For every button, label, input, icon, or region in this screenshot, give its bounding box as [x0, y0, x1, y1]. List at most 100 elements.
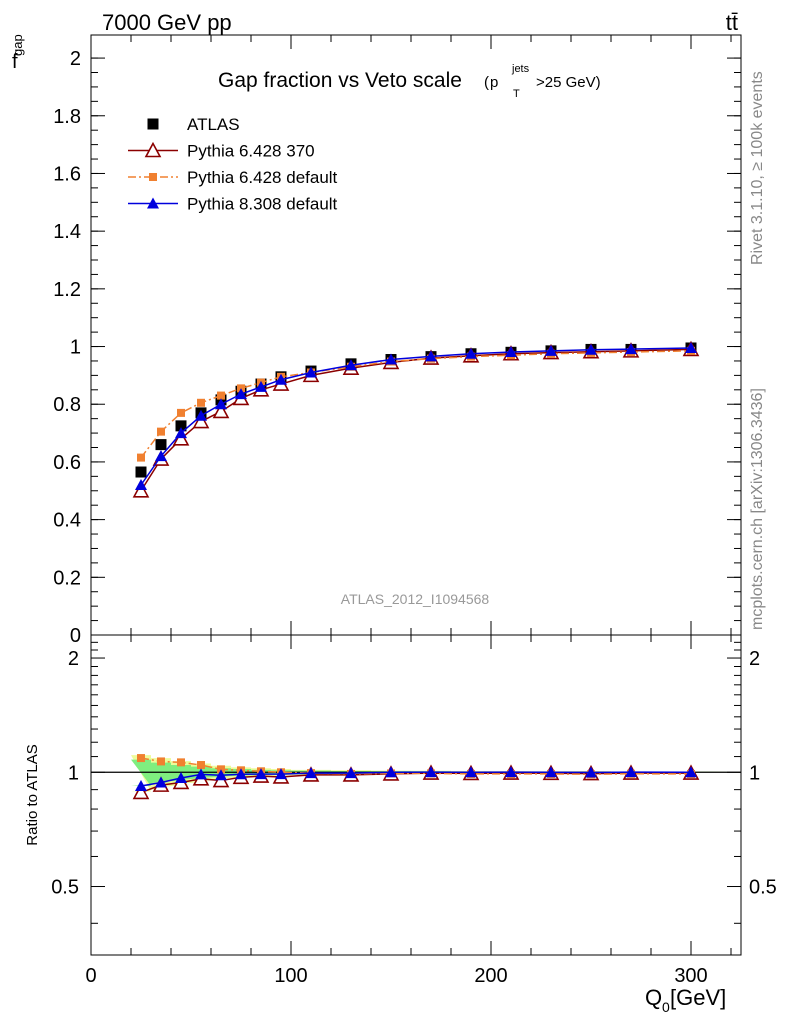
series-line: [140, 348, 692, 492]
ratio-data-point: [685, 766, 697, 778]
data-point: [465, 347, 477, 359]
data-point: [135, 466, 147, 478]
x-axis-label-sub: 0: [662, 999, 670, 1015]
y-tick-label: 1: [70, 337, 81, 359]
y-tick-label: 1.8: [53, 106, 81, 128]
x-tick-label: 100: [274, 965, 307, 987]
y-tick-label: 0.4: [53, 510, 81, 532]
ratio-data-point: [135, 780, 147, 792]
ratio-data-point: [625, 766, 637, 778]
legend-label: Pythia 6.428 default: [187, 168, 338, 187]
legend-marker: [147, 197, 159, 209]
y-tick-label: 0.2: [53, 567, 81, 589]
ratio-data-point: [505, 766, 517, 778]
data-point: [385, 353, 397, 365]
data-point: [505, 346, 517, 358]
y-tick-label: 0.6: [53, 452, 81, 474]
y-tick-label: 2: [70, 48, 81, 70]
ratio-data-point: [345, 767, 357, 779]
ratio-data-point: [465, 766, 477, 778]
data-point: [217, 391, 225, 400]
series-3: [135, 341, 697, 490]
ratio-data-point: [175, 771, 187, 783]
y-tick-label: 1.4: [53, 221, 81, 243]
ratio-data-point: [385, 766, 397, 778]
data-point: [212, 402, 230, 419]
analysis-label: ATLAS_2012_I1094568: [341, 591, 490, 607]
ratio-y-tick-label: 2: [68, 648, 79, 670]
ratio-data-point: [155, 776, 167, 788]
data-point: [157, 427, 165, 436]
data-point: [685, 341, 697, 353]
ratio-data-point: [425, 766, 437, 778]
ratio-y-tick-label-right: 0.5: [749, 877, 777, 899]
data-point: [172, 430, 190, 446]
data-point: [545, 344, 557, 356]
x-axis-label-unit: [GeV]: [670, 985, 726, 1010]
data-point: [425, 350, 437, 362]
energy-label: 7000 GeV pp: [102, 10, 232, 35]
y-tick-label: 1.2: [53, 279, 81, 301]
legend-marker: [144, 141, 162, 158]
data-point: [135, 479, 147, 490]
ratio-data-point: [195, 768, 207, 780]
ratio-y-tick-label-right: 1: [749, 762, 760, 784]
ratio-data-point: [177, 758, 185, 767]
ratio-data-point: [132, 783, 150, 800]
y-tick-label: 1.6: [53, 163, 81, 185]
data-point: [305, 366, 317, 378]
data-point: [345, 359, 357, 371]
data-point: [175, 427, 187, 439]
ratio-data-point: [197, 761, 205, 770]
data-point: [585, 343, 597, 355]
chart-title-sub: T: [513, 88, 520, 100]
mcplots-label: mcplots.cern.ch [arXiv:1306.3436]: [749, 388, 766, 630]
y-axis-label-sub: gap: [10, 34, 25, 56]
data-point: [155, 439, 167, 451]
data-point: [255, 380, 267, 392]
legend-label: ATLAS: [187, 115, 240, 134]
series-1: [132, 340, 700, 498]
data-point: [132, 482, 150, 498]
ratio-data-point: [215, 769, 227, 781]
ratio-data-point: [545, 766, 557, 778]
ratio-series-line: [140, 757, 692, 776]
ratio-data-point: [275, 768, 287, 780]
series-line: [140, 350, 692, 459]
process-label: tt̄: [726, 10, 738, 35]
ratio-y-tick-label-right: 2: [749, 648, 760, 670]
legend-marker: [147, 118, 159, 130]
x-tick-label: 300: [674, 965, 707, 987]
ratio-data-point: [235, 768, 247, 780]
chart-title: Gap fraction vs Veto scale: [218, 69, 462, 92]
chart-title-open: (: [484, 74, 489, 91]
data-point: [177, 408, 185, 417]
data-point: [195, 409, 207, 421]
data-point: [192, 412, 210, 429]
y-tick-label: 0.8: [53, 394, 81, 416]
data-point: [155, 450, 167, 462]
rivet-label: Rivet 3.1.10, ≥ 100k events: [749, 71, 766, 265]
ratio-data-point: [585, 766, 597, 778]
y-tick-label: 0: [70, 625, 81, 647]
data-point: [215, 398, 227, 410]
legend-label: Pythia 8.308 default: [187, 195, 338, 214]
data-point: [235, 388, 247, 400]
ratio-data-point: [137, 754, 145, 763]
ratio-data-point: [305, 767, 317, 779]
chart-title-sup: jets: [511, 63, 530, 75]
data-point: [137, 453, 145, 462]
data-point: [275, 373, 287, 385]
ratio-series-2: [135, 766, 697, 792]
x-axis-label: Q: [645, 985, 662, 1010]
data-point: [197, 398, 205, 407]
y-axis-label: f: [12, 51, 18, 73]
chart-title-p: p: [490, 74, 498, 91]
legend-label: Pythia 6.428 370: [187, 142, 315, 161]
chart-title-rest: >25 GeV): [536, 74, 601, 91]
ratio-y-tick-label: 1: [68, 762, 79, 784]
